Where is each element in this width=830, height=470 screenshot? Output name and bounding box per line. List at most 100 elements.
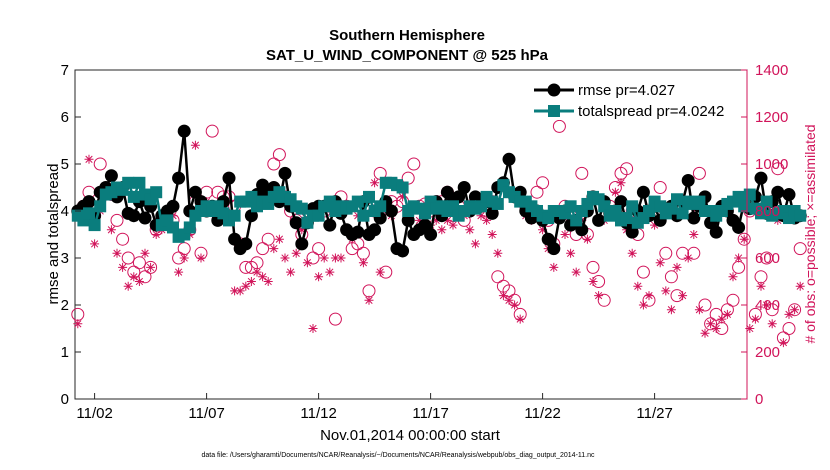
assimilated-obs-marker [263,277,273,286]
possible-obs-marker [144,260,158,274]
assimilated-obs-marker [235,286,245,296]
rmse-point [754,171,768,185]
assimilated-obs-marker [246,277,256,286]
assimilated-obs-marker [325,267,335,277]
rmse-point [172,171,186,185]
rmse-point [468,190,482,204]
assimilated-obs-marker [179,253,189,263]
assimilated-obs-marker [319,253,329,263]
assimilated-obs-marker [493,248,503,258]
rmse-point [166,199,180,213]
possible-obs-marker [664,270,678,284]
totalspread-point [245,190,258,203]
assimilated-obs-marker [123,281,133,291]
totalspread-point [447,200,459,213]
rmse-point [541,232,555,246]
totalspread-point [88,219,101,232]
rmse-point [401,213,415,227]
y-tick-label-right: 200 [755,344,780,361]
possible-obs-marker [116,232,130,246]
y-tick-label-left: 7 [61,62,69,79]
assimilated-obs-marker [375,267,385,277]
y-tick-label-left: 6 [61,109,69,126]
legend-rmse-marker [547,83,561,97]
possible-obs-marker [552,119,566,133]
totalspread-point [665,202,678,215]
assimilated-obs-marker [650,220,660,230]
assimilated-obs-marker [297,225,307,235]
possible-obs-marker [312,242,326,256]
possible-obs-marker [782,322,796,335]
assimilated-obs-marker [336,253,346,263]
possible-obs-marker [575,166,589,180]
totalspread-point [94,200,107,213]
totalspread-point [228,209,241,222]
rmse-point [440,185,454,199]
y-tick-label-right: 1400 [755,62,788,79]
assimilated-obs-marker [762,300,772,310]
possible-obs-marker [760,251,774,265]
possible-obs-marker [737,232,751,246]
assimilated-obs-marker [610,187,620,197]
y-tick-label-right: 1200 [755,109,788,126]
totalspread-point [743,188,756,201]
assimilated-obs-marker [700,328,710,338]
assimilated-obs-marker [314,272,324,282]
rmse-point [452,190,466,204]
totalspread-point [760,195,773,208]
assimilated-obs-marker [750,314,760,324]
assimilated-obs-marker [470,239,480,249]
assimilated-obs-marker [728,272,738,282]
totalspread-point [351,195,364,208]
assimilated-obs-marker [644,291,654,301]
footnote-data-file: data file: /Users/gharamti/Documents/NCA… [201,452,595,459]
assimilated-obs-marker [258,272,268,282]
totalspread-point [167,221,179,234]
totalspread-point [676,207,689,220]
assimilated-obs-marker [370,178,380,188]
rmse-point [82,195,96,209]
assimilated-obs-marker [683,253,693,263]
totalspread-point [122,176,135,189]
possible-obs-marker [530,185,544,199]
assimilated-obs-marker [672,262,682,272]
totalspread-point [183,221,196,234]
assimilated-obs-marker [151,230,161,239]
possible-obs-marker [93,157,107,171]
assimilated-obs-marker [118,262,128,272]
assimilated-obs-marker [252,267,262,277]
rmse-point [278,166,292,180]
assimilated-obs-marker [594,291,604,301]
possible-obs-marker [261,232,275,246]
possible-obs-marker [586,260,600,274]
totalspread-point [671,193,683,206]
x-tick-label: 11/07 [188,405,224,422]
y-axis-label-right: # of obs: o=possible; ×=assimilated [802,124,818,343]
rmse-point [188,185,202,199]
assimilated-obs-marker [280,253,290,263]
assimilated-obs-marker [112,248,122,258]
x-tick-label: 11/17 [412,405,448,422]
assimilated-obs-marker [437,225,447,235]
assimilated-obs-marker [588,277,598,286]
totalspread-point [127,190,140,203]
possible-obs-marker [205,124,219,138]
rmse-point [424,228,438,241]
possible-obs-marker [636,265,650,279]
assimilated-obs-marker [767,319,777,329]
totalspread-point [475,200,487,213]
assimilated-obs-marker [84,154,94,164]
assimilated-obs-marker [442,215,452,225]
y-tick-label-left: 1 [61,344,69,361]
x-tick-label: 11/02 [76,405,112,422]
rmse-point [104,169,118,183]
rmse-point [502,152,516,166]
legend-spread-marker [548,105,560,117]
assimilated-obs-marker [678,291,688,301]
totalspread-point [133,176,146,189]
y-tick-label-right: 800 [755,203,780,220]
assimilated-obs-marker [538,225,548,235]
assimilated-obs-marker [291,248,301,258]
assimilated-obs-marker [465,225,475,235]
assimilated-obs-marker [73,319,83,329]
